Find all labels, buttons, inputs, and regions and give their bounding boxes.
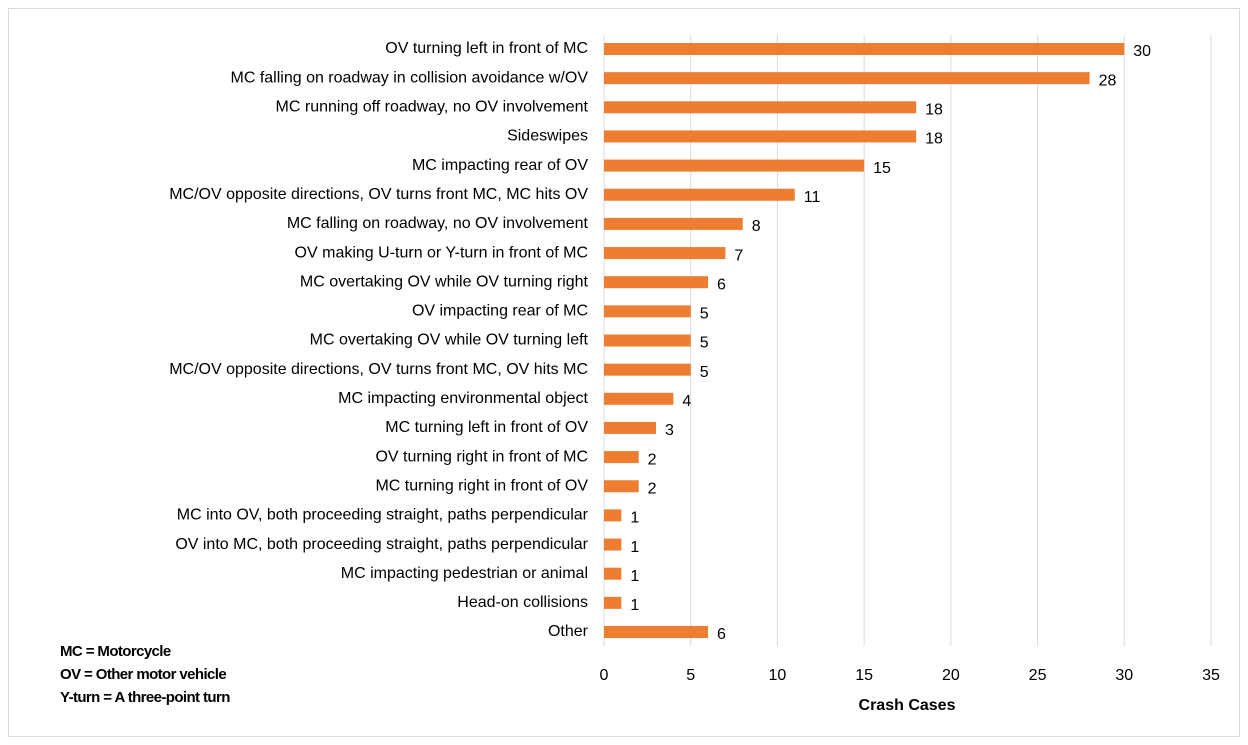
bar bbox=[604, 72, 1090, 85]
y-tick-label: OV into MC, both proceeding straight, pa… bbox=[175, 536, 588, 553]
bar bbox=[604, 217, 743, 230]
data-label: 2 bbox=[648, 451, 657, 468]
bar bbox=[604, 305, 691, 318]
bar bbox=[604, 188, 795, 201]
y-tick-label: MC impacting rear of OV bbox=[412, 157, 588, 174]
bar bbox=[604, 159, 865, 172]
bar bbox=[604, 421, 657, 434]
bar bbox=[604, 509, 622, 522]
data-label: 3 bbox=[665, 422, 674, 439]
x-tick-label: 25 bbox=[1029, 667, 1047, 684]
y-tick-label: OV turning right in front of MC bbox=[375, 448, 588, 465]
bar bbox=[604, 596, 622, 609]
y-tick-label: OV impacting rear of MC bbox=[412, 303, 588, 320]
y-tick-label: MC/OV opposite directions, OV turns fron… bbox=[169, 186, 588, 203]
y-tick-label: MC turning left in front of OV bbox=[385, 419, 588, 436]
x-tick-label: 30 bbox=[1115, 667, 1133, 684]
y-tick-label: MC into OV, both proceeding straight, pa… bbox=[177, 507, 589, 524]
y-tick-label: Other bbox=[548, 623, 589, 640]
data-label: 2 bbox=[648, 480, 657, 497]
bar bbox=[604, 247, 726, 260]
x-tick-label: 20 bbox=[942, 667, 960, 684]
bar bbox=[604, 567, 622, 580]
bar bbox=[604, 276, 709, 289]
data-label: 6 bbox=[717, 626, 726, 643]
data-label: 8 bbox=[752, 218, 761, 235]
y-tick-label: OV making U-turn or Y-turn in front of M… bbox=[295, 244, 588, 261]
data-label: 7 bbox=[734, 247, 743, 264]
y-tick-label: MC overtaking OV while OV turning right bbox=[300, 273, 589, 290]
y-tick-label: MC running off roadway, no OV involvemen… bbox=[276, 99, 589, 116]
x-tick-label: 10 bbox=[769, 667, 787, 684]
frame bbox=[8, 8, 1240, 737]
bar bbox=[604, 392, 674, 405]
bar bbox=[604, 451, 639, 464]
x-tick-label: 5 bbox=[686, 667, 695, 684]
bar bbox=[604, 363, 691, 376]
x-tick-label: 0 bbox=[600, 667, 609, 684]
y-tick-label: MC impacting environmental object bbox=[338, 390, 588, 407]
note: OV = Other motor vehicle bbox=[60, 666, 226, 683]
data-label: 6 bbox=[717, 276, 726, 293]
data-label: 11 bbox=[804, 189, 821, 206]
note: MC = Motorcycle bbox=[60, 643, 171, 660]
y-tick-label: MC overtaking OV while OV turning left bbox=[310, 332, 589, 349]
data-label: 15 bbox=[873, 160, 891, 177]
data-label: 4 bbox=[682, 393, 691, 410]
data-label: 1 bbox=[630, 539, 639, 556]
data-label: 1 bbox=[630, 568, 639, 585]
bar bbox=[604, 43, 1125, 55]
y-tick-label: MC falling on roadway, no OV involvement bbox=[287, 215, 589, 232]
y-tick-label: MC/OV opposite directions, OV turns fron… bbox=[169, 361, 588, 378]
x-tick-label: 15 bbox=[855, 667, 873, 684]
data-label: 1 bbox=[630, 597, 639, 614]
data-label: 5 bbox=[700, 335, 709, 352]
x-tick-label: 35 bbox=[1202, 667, 1220, 684]
bar bbox=[604, 130, 917, 143]
y-tick-label: MC falling on roadway in collision avoid… bbox=[230, 69, 588, 86]
data-label: 5 bbox=[700, 364, 709, 381]
bar bbox=[604, 334, 691, 347]
data-label: 5 bbox=[700, 306, 709, 323]
data-label: 1 bbox=[630, 510, 639, 527]
bar bbox=[604, 480, 639, 493]
y-tick-label: Sideswipes bbox=[507, 128, 588, 145]
bar bbox=[604, 538, 622, 551]
data-label: 28 bbox=[1099, 72, 1117, 89]
bar bbox=[604, 101, 917, 114]
data-label: 18 bbox=[925, 102, 943, 119]
y-tick-label: MC impacting pedestrian or animal bbox=[341, 565, 588, 582]
y-tick-label: OV turning left in front of MC bbox=[385, 40, 588, 57]
x-axis-title: Crash Cases bbox=[859, 697, 956, 714]
data-label: 18 bbox=[925, 131, 943, 148]
note: Y-turn = A three-point turn bbox=[60, 689, 230, 706]
y-tick-label: Head-on collisions bbox=[457, 594, 588, 611]
data-label: 30 bbox=[1133, 43, 1151, 60]
bar bbox=[604, 626, 709, 638]
y-tick-label: MC turning right in front of OV bbox=[375, 477, 588, 494]
